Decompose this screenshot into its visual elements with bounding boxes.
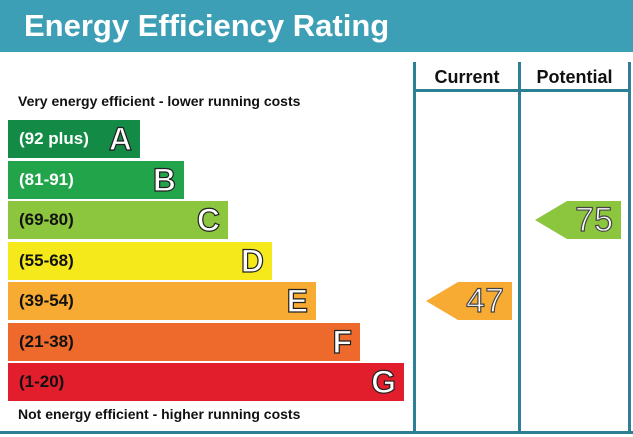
band-letter: D [240, 242, 264, 279]
potential-column-header: Potential [536, 67, 613, 87]
potential-rating-value: 75 [575, 201, 614, 239]
current-rating-value: 47 [466, 282, 505, 320]
band-e: (39-54) E [8, 282, 316, 320]
column-divider-middle [518, 62, 521, 432]
band-letter: G [371, 363, 397, 400]
band-b: (81-91) B [8, 160, 184, 199]
band-letter: C [196, 201, 220, 238]
potential-rating-arrow: 75 [535, 201, 621, 239]
column-divider-left [413, 62, 416, 432]
top-note: Very energy efficient - lower running co… [18, 93, 301, 109]
band-range-label: (92 plus) [19, 129, 89, 148]
band-letter: B [152, 161, 176, 198]
current-column-header: Current [434, 67, 500, 87]
band-range-label: (39-54) [19, 291, 74, 310]
band-range-label: (1-20) [19, 372, 65, 391]
band-range-label: (21-38) [19, 331, 74, 351]
band-d: (55-68) D [8, 241, 272, 280]
band-f: (21-38) F [8, 322, 360, 361]
chart-title: Energy Efficiency Rating [24, 8, 390, 43]
band-letter: E [286, 282, 309, 319]
band-letter: A [108, 120, 132, 157]
bottom-note: Not energy efficient - higher running co… [18, 406, 301, 422]
current-rating-arrow: 47 [426, 282, 512, 320]
band-a: (92 plus) A [8, 120, 140, 158]
band-range-label: (55-68) [19, 250, 74, 270]
column-header-rule [413, 89, 631, 92]
header-bar: Energy Efficiency Rating [0, 0, 633, 52]
band-letter: F [332, 323, 353, 360]
band-c: (69-80) C [8, 201, 228, 239]
band-range-label: (69-80) [19, 210, 74, 229]
column-divider-right [628, 62, 631, 432]
chart-bottom-rule [0, 431, 633, 434]
band-range-label: (81-91) [19, 169, 74, 189]
band-g: (1-20) G [8, 363, 404, 401]
